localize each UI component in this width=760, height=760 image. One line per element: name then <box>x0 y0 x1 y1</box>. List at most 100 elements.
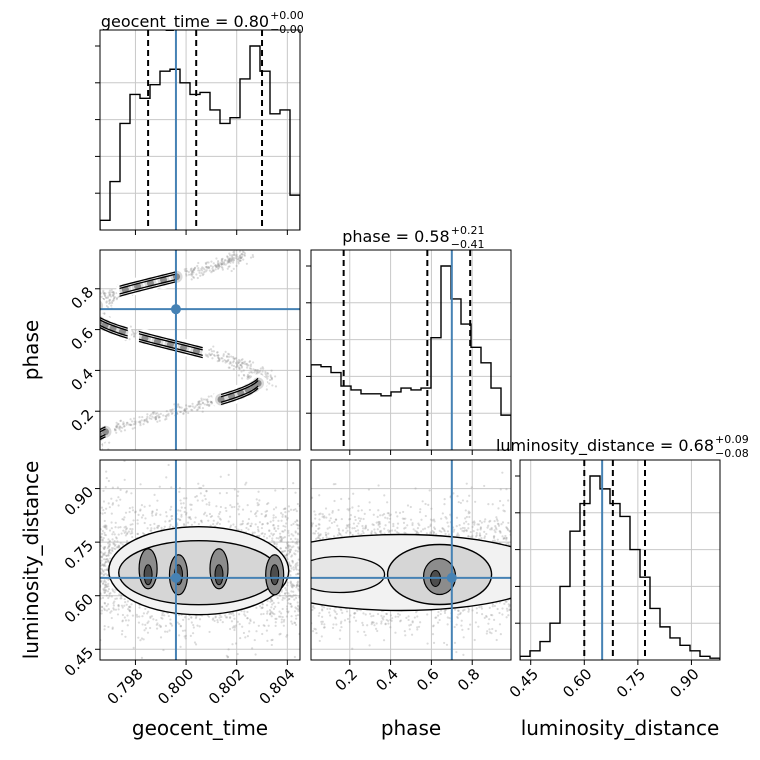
sample-point <box>88 321 90 323</box>
sample-point <box>237 258 240 261</box>
contour-band <box>100 437 102 446</box>
sample-point <box>219 505 223 509</box>
sample-point <box>294 594 297 597</box>
sample-point <box>74 443 76 445</box>
sample-point <box>250 370 253 373</box>
sample-point <box>92 446 94 448</box>
sample-point <box>297 558 300 561</box>
sample-point <box>268 529 271 532</box>
sample-point <box>95 436 97 438</box>
sample-point <box>240 529 243 532</box>
sample-point <box>254 511 258 514</box>
sample-point <box>240 377 244 380</box>
sample-point <box>237 361 240 364</box>
sample-point <box>397 531 400 535</box>
sample-point <box>190 503 193 506</box>
sample-point <box>199 486 203 490</box>
panel-frame <box>99 29 301 231</box>
sample-point <box>107 291 110 294</box>
sample-point <box>234 642 238 645</box>
contour-band <box>86 439 98 451</box>
sample-point <box>245 481 248 484</box>
sample-point <box>101 605 104 609</box>
sample-point <box>285 607 289 611</box>
sample-point <box>78 318 80 320</box>
sample-point <box>132 332 135 335</box>
sample-point <box>244 636 247 639</box>
sample-point <box>137 513 140 516</box>
sample-point <box>117 544 120 547</box>
sample-point <box>264 372 267 375</box>
sample-point <box>256 370 259 373</box>
sample-point <box>505 616 508 619</box>
sample-point <box>182 522 186 526</box>
sample-point <box>217 357 221 360</box>
sample-point <box>232 257 236 260</box>
sample-point <box>227 260 230 264</box>
sample-point <box>103 558 106 561</box>
sample-point <box>156 622 159 625</box>
sample-point <box>104 561 108 564</box>
sample-point <box>228 366 231 369</box>
sample-point <box>277 524 280 528</box>
sample-point <box>476 528 479 531</box>
sample-point <box>144 623 147 626</box>
sample-point <box>219 475 222 478</box>
sample-point <box>232 259 235 262</box>
sample-point <box>274 605 277 608</box>
sample-point <box>90 435 92 437</box>
sample-point <box>116 486 119 489</box>
sample-point <box>285 605 289 608</box>
sample-point <box>237 366 241 369</box>
sample-point <box>233 253 236 257</box>
sample-point <box>88 317 90 319</box>
sample-point <box>192 623 195 627</box>
sample-point <box>198 269 201 272</box>
sample-point <box>296 572 299 576</box>
sample-point <box>163 614 166 617</box>
sample-point <box>115 426 119 429</box>
sample-point <box>407 618 410 622</box>
sample-point <box>385 618 388 622</box>
sample-point <box>499 531 502 534</box>
contour-core <box>214 564 224 586</box>
sample-point <box>249 363 253 366</box>
sample-point <box>283 549 287 553</box>
sample-point <box>238 250 242 253</box>
sample-point <box>199 274 202 277</box>
sample-point <box>131 523 134 526</box>
sample-point <box>107 502 110 505</box>
sample-point <box>415 531 418 534</box>
sample-point <box>201 410 204 413</box>
sample-point <box>236 620 239 623</box>
sample-point <box>96 319 98 321</box>
sample-point <box>240 359 243 362</box>
sample-point <box>221 621 224 624</box>
sample-point <box>218 265 221 268</box>
sample-point <box>216 621 219 624</box>
sample-point <box>180 506 183 509</box>
sample-point <box>223 259 226 262</box>
sample-point <box>176 517 180 521</box>
sample-point <box>289 548 292 551</box>
sample-point <box>286 591 289 594</box>
sample-point <box>296 527 300 530</box>
sample-point <box>103 602 107 605</box>
sample-point <box>223 359 226 362</box>
sample-point <box>240 370 243 373</box>
sample-point <box>238 259 242 262</box>
sample-point <box>192 276 196 279</box>
sample-point <box>248 374 251 378</box>
sample-point <box>104 589 108 592</box>
sample-point <box>103 294 106 297</box>
sample-point <box>170 410 173 413</box>
sample-point <box>247 522 250 525</box>
sample-point <box>202 267 205 270</box>
sample-point <box>149 523 152 527</box>
sample-point <box>96 436 98 438</box>
sample-point <box>113 600 116 603</box>
sample-point <box>163 525 166 528</box>
histogram-step <box>311 265 511 450</box>
sample-point <box>125 423 128 426</box>
sample-point <box>227 358 230 361</box>
